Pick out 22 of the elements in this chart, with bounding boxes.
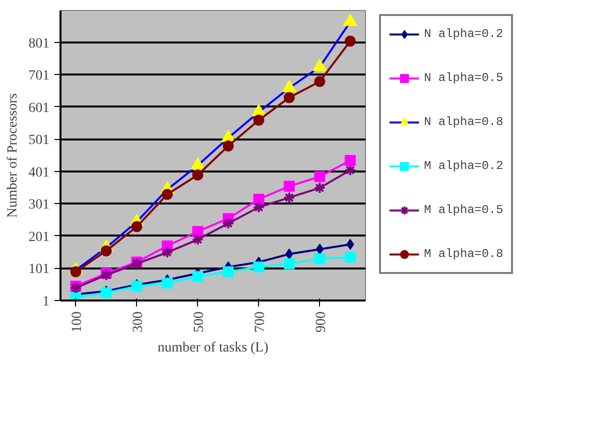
y-tick-label: 1	[42, 294, 50, 310]
x-tick-label: 700	[252, 312, 268, 332]
legend-label: N alpha=0.5	[424, 71, 504, 85]
y-tick-label: 601	[28, 100, 50, 116]
y-tick-label: 101	[28, 262, 50, 278]
x-tick-label: 300	[130, 312, 146, 332]
y-tick-label: 301	[28, 198, 50, 213]
x-tick-label: 900	[314, 312, 329, 332]
y-tick-label: 701	[28, 68, 50, 84]
x-tick-label: 100	[70, 312, 85, 332]
legend-label: N alpha=0.2	[424, 27, 504, 41]
x-axis-title: number of tasks (L)	[158, 340, 269, 356]
legend-label: M alpha=0.2	[424, 159, 504, 173]
y-tick-label: 401	[28, 165, 50, 180]
y-tick-label: 501	[28, 133, 50, 148]
legend-label: M alpha=0.8	[424, 247, 504, 261]
y-tick-label: 201	[28, 230, 50, 245]
legend-label: M alpha=0.5	[424, 203, 504, 217]
y-tick-label: 801	[28, 36, 50, 52]
legend-label: N alpha=0.8	[424, 115, 504, 129]
x-tick-label: 500	[192, 312, 207, 332]
y-axis-title: Number of Processors	[6, 93, 20, 218]
